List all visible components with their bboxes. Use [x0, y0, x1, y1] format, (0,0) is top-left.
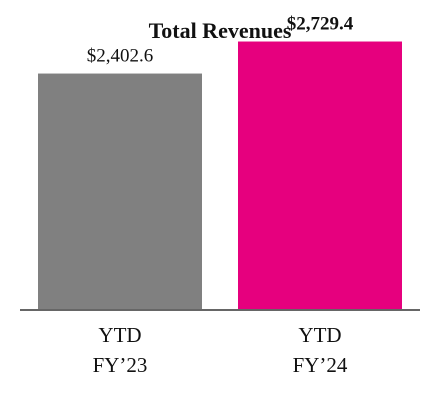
- data-label-2: $2,729.4: [287, 14, 354, 35]
- bar-1: [38, 73, 202, 309]
- labels-layer: $2,402.6 YTD FY’23 $2,729.4 YTD FY’24: [87, 14, 354, 377]
- bars-layer: [38, 41, 402, 309]
- chart-title: Total Revenues: [149, 18, 292, 43]
- category-label-1-line-2: FY’23: [93, 353, 148, 377]
- category-label-2-line-2: FY’24: [293, 353, 348, 377]
- bar-2: [238, 41, 402, 309]
- category-label-1-line-1: YTD: [98, 323, 141, 347]
- category-label-2-line-1: YTD: [298, 323, 341, 347]
- data-label-1: $2,402.6: [87, 46, 154, 67]
